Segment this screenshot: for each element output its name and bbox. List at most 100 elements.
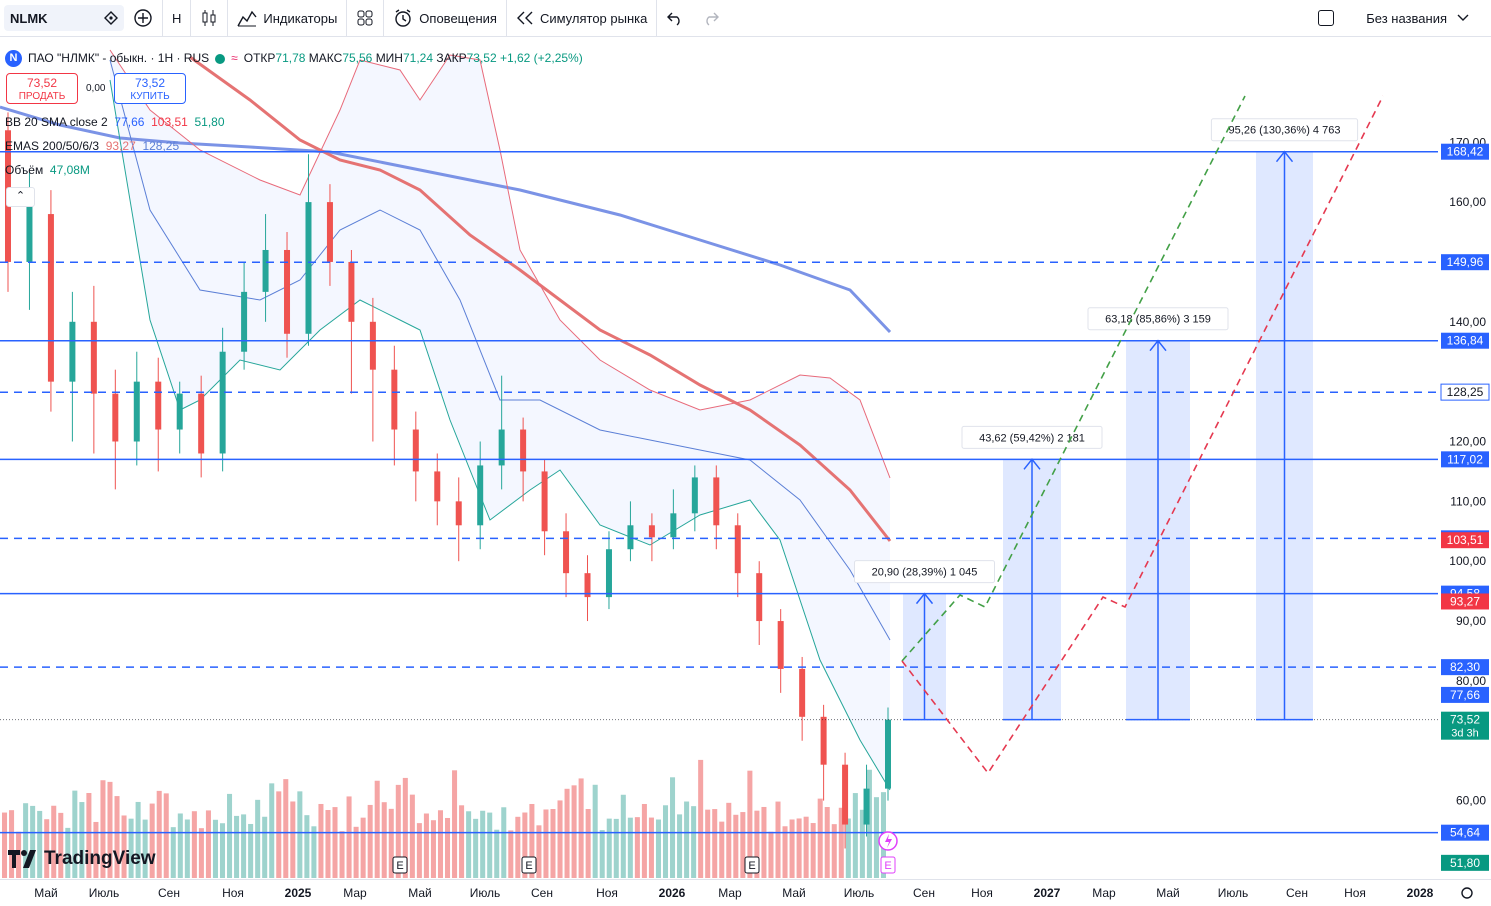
candle — [241, 261, 248, 370]
candle-body — [284, 249, 291, 334]
layout-controls: Без названия — [1318, 0, 1491, 36]
volume-bar — [550, 809, 556, 878]
time-label: Май — [34, 886, 58, 900]
replay-button[interactable]: Симулятор рынка — [507, 0, 658, 36]
volume-bar — [606, 818, 612, 878]
target-label-box — [1087, 307, 1229, 331]
volume-bar — [297, 791, 303, 878]
symbol-search[interactable]: NLMK — [4, 5, 124, 31]
volume-bar — [859, 809, 865, 878]
price-badge-bg — [1441, 532, 1489, 549]
templates-button[interactable] — [347, 0, 385, 36]
undo-button[interactable] — [657, 0, 693, 36]
instrument-title[interactable]: ПАО "НЛМК" - обыкн. · 1Н · RUS — [28, 51, 210, 65]
price-chart[interactable]: 20,90 (28,39%) 1 045 43,62 (59,42%) 2 181… — [0, 37, 1491, 906]
redo-button[interactable] — [693, 0, 729, 36]
volume-bar — [655, 819, 661, 878]
time-label: Май — [782, 886, 806, 900]
spread-value: 0,00 — [86, 83, 106, 94]
bb-middle-line — [109, 59, 891, 641]
volume-bar — [402, 777, 408, 878]
candle — [155, 357, 162, 472]
sell-button[interactable]: 73,52 ПРОДАТЬ — [6, 73, 78, 104]
volume-bar — [128, 818, 134, 878]
volume-bar — [100, 780, 106, 878]
ema-legend[interactable]: EMAS 200/50/6/3 93,27 128,25 — [5, 139, 180, 153]
chart-type-button[interactable] — [191, 0, 229, 36]
volume-bar — [107, 781, 113, 878]
volume-bar — [437, 810, 443, 878]
volume-bar — [698, 759, 704, 878]
indicator-lines — [0, 49, 892, 791]
price-axis[interactable]: 170,00160,00140,00120,00110,00100,0090,0… — [1438, 37, 1491, 906]
volume-bar — [44, 819, 50, 878]
price-tick: 110,00 — [1450, 494, 1486, 508]
volume-bars — [2, 759, 886, 878]
price-badge-countdown: 3d 3h — [1451, 728, 1479, 740]
volume-bar — [557, 800, 563, 878]
volume-bar — [416, 823, 422, 878]
volume-bar — [522, 812, 528, 878]
indicators-button[interactable]: Индикаторы — [228, 0, 348, 36]
volume-bar — [114, 796, 120, 878]
wave-icon: ≈ — [231, 51, 238, 65]
candles-icon — [202, 10, 216, 26]
alerts-button[interactable]: Оповещения — [384, 0, 507, 36]
indicators-label: Индикаторы — [263, 10, 338, 26]
price-badge: 149,96 — [1441, 254, 1489, 271]
volume-bar — [325, 810, 331, 878]
collapse-legend-button[interactable]: ⌃ — [6, 187, 35, 207]
interval-button[interactable]: H — [163, 0, 192, 36]
volume-bar — [831, 824, 837, 878]
horizontal-levels[interactable] — [0, 150, 1438, 834]
indicators-icon — [237, 10, 257, 27]
candle — [885, 707, 891, 801]
candle-body — [412, 429, 419, 472]
time-label: Июль — [89, 886, 120, 900]
tradingview-logo: TradingView — [8, 848, 156, 870]
target-ranges[interactable]: 20,90 (28,39%) 1 045 43,62 (59,42%) 2 181… — [854, 118, 1359, 721]
projection-paths[interactable] — [901, 95, 1384, 775]
price-badge-label: 82,30 — [1450, 660, 1480, 674]
volume-bar — [873, 797, 879, 878]
buy-button[interactable]: 73,52 КУПИТЬ — [114, 73, 186, 104]
candle-body — [777, 621, 784, 669]
volume-bar — [72, 790, 78, 878]
volume-bar — [184, 819, 190, 878]
price-badge-bg — [1441, 254, 1489, 271]
earnings-marker-icon: E — [744, 856, 760, 874]
time-label: Ноя — [222, 886, 244, 900]
checkbox-icon[interactable] — [1318, 10, 1335, 26]
candle — [584, 555, 591, 622]
layout-name[interactable]: Без названия — [1366, 10, 1447, 26]
volume-bar — [30, 805, 36, 878]
chevron-down-icon[interactable] — [1457, 14, 1469, 22]
price-tick: 60,00 — [1456, 794, 1486, 808]
price-badge-bg — [1441, 854, 1489, 871]
candle-body — [842, 764, 849, 825]
price-badge-bg — [1441, 451, 1489, 468]
candle — [412, 411, 419, 502]
volume-bar — [592, 784, 598, 878]
candle-body — [627, 525, 634, 550]
target-label: 20,90 (28,39%) 1 045 — [872, 567, 978, 579]
symbol-dropdown-icon — [104, 11, 118, 25]
add-compare-button[interactable] — [124, 0, 163, 36]
candle-body — [713, 477, 720, 526]
time-axis[interactable]: Май Июль Сен Ноя 2025 Мар Май Июль Сен Ноя 2026 Мар… — [0, 879, 1491, 906]
volume-bar — [817, 798, 823, 878]
volume-bar — [9, 810, 15, 878]
time-label: Ноя — [1344, 886, 1366, 900]
candle — [541, 459, 548, 556]
replay-label: Симулятор рынка — [539, 10, 648, 26]
volume-bar — [761, 806, 767, 878]
candle-body — [133, 381, 140, 442]
bb-legend[interactable]: BB 20 SMA close 2 77,66 103,51 51,80 — [5, 115, 225, 129]
volume-legend[interactable]: Объём 47,08M — [5, 163, 90, 177]
volume-bar — [452, 770, 458, 878]
volume-bar — [311, 826, 317, 878]
earnings-marker-box — [521, 856, 537, 874]
volume-bar — [2, 812, 8, 878]
price-badge-label: 128,25 — [1447, 385, 1484, 399]
